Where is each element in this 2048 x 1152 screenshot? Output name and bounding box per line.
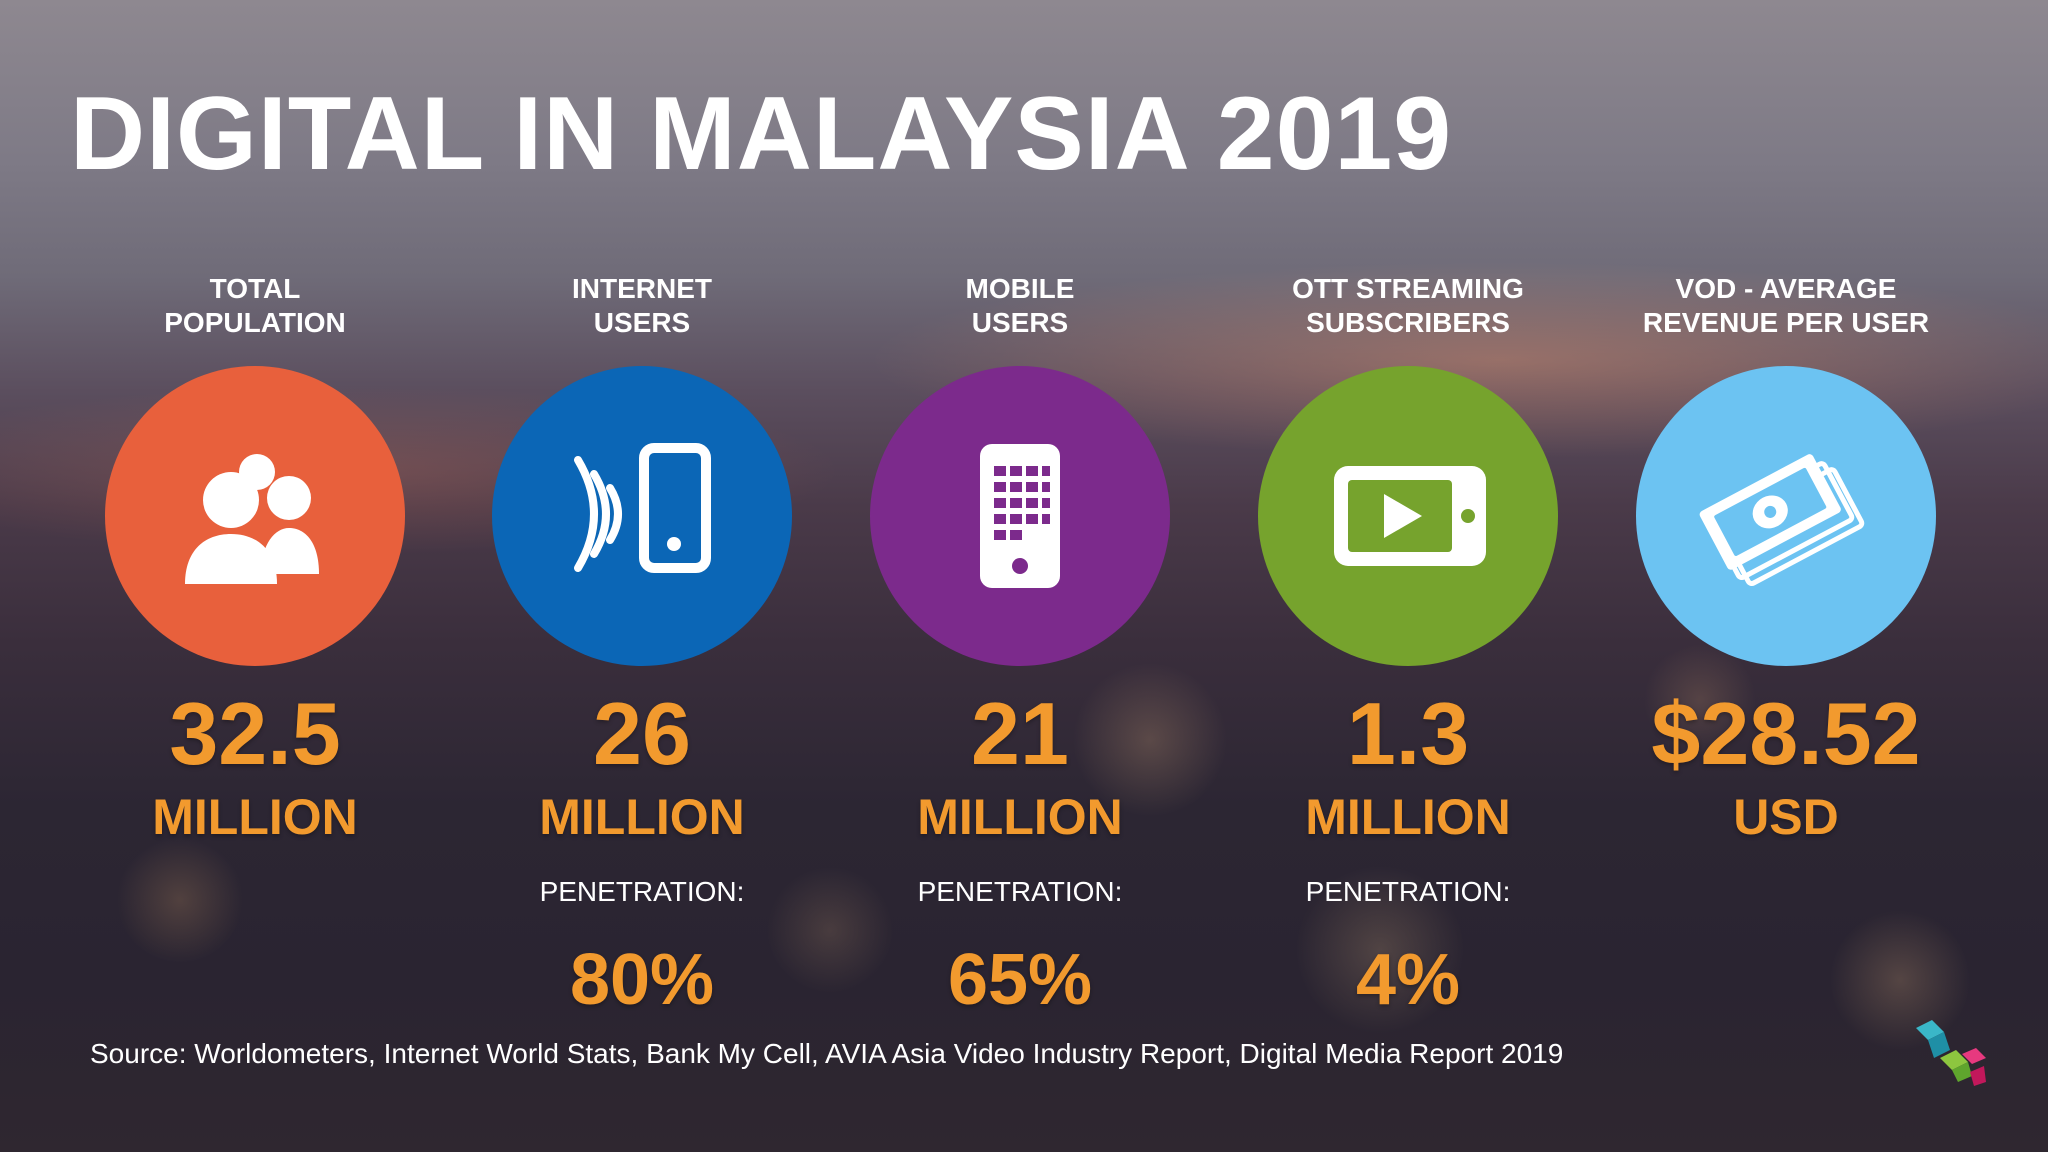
stat-value: 1.3 [1346, 684, 1470, 783]
penetration-label: PENETRATION: [1305, 876, 1511, 907]
stat-value: 26 [593, 684, 691, 783]
stat-unit: MILLION [1305, 789, 1511, 845]
stat-label: VOD - AVERAGE REVENUE PER USER [1642, 273, 1930, 338]
source-note: Source: Worldometers, Internet World Sta… [90, 1038, 1564, 1069]
stat-circle [1258, 366, 1558, 666]
video-player-icon [1334, 466, 1486, 566]
penetration-value: 80% [569, 940, 715, 1020]
stat-total-population: TOTAL POPULATION 32.5 MILLION [65, 272, 445, 842]
stat-vod-arpu: VOD - AVERAGE REVENUE PER USER $28.52 US… [1596, 272, 1976, 842]
stat-unit: MILLION [539, 789, 745, 845]
stat-label: MOBILE USERS [965, 273, 1075, 338]
stat-unit: MILLION [152, 789, 358, 845]
stat-unit: USD [1733, 789, 1839, 845]
stat-label: INTERNET USERS [572, 273, 712, 338]
penetration-value: 4% [1355, 940, 1461, 1020]
mobile-phone-icon [980, 444, 1060, 588]
penetration-label: PENETRATION: [917, 876, 1123, 907]
brand-logo [1916, 1020, 1986, 1086]
penetration-label: PENETRATION: [539, 876, 745, 907]
wireless-phone-icon [574, 443, 711, 573]
page-title: DIGITAL IN MALAYSIA 2019 [70, 76, 1453, 192]
stat-internet-users: INTERNET USERS 26 MILLION PENETRATION: 8… [452, 272, 832, 1016]
people-icon [185, 454, 319, 584]
stat-circle [492, 366, 792, 666]
stat-circle [1636, 366, 1936, 666]
stat-value: 32.5 [169, 684, 341, 783]
stat-ott-streaming-subscribers: OTT STREAMING SUBSCRIBERS 1.3 MILLION PE… [1218, 272, 1598, 1016]
stat-label: OTT STREAMING SUBSCRIBERS [1292, 273, 1524, 338]
stat-value: $28.52 [1651, 684, 1921, 783]
penetration-value: 65% [947, 940, 1093, 1020]
stat-unit: MILLION [917, 789, 1123, 845]
stat-circle [105, 366, 405, 666]
stat-label: TOTAL POPULATION [164, 273, 346, 338]
stat-circle [870, 366, 1170, 666]
stat-mobile-users: MOBILE USERS 21 MILLION PENETRATION: 65% [830, 272, 1210, 1016]
money-stack-icon [1699, 454, 1865, 586]
stat-value: 21 [971, 684, 1069, 783]
